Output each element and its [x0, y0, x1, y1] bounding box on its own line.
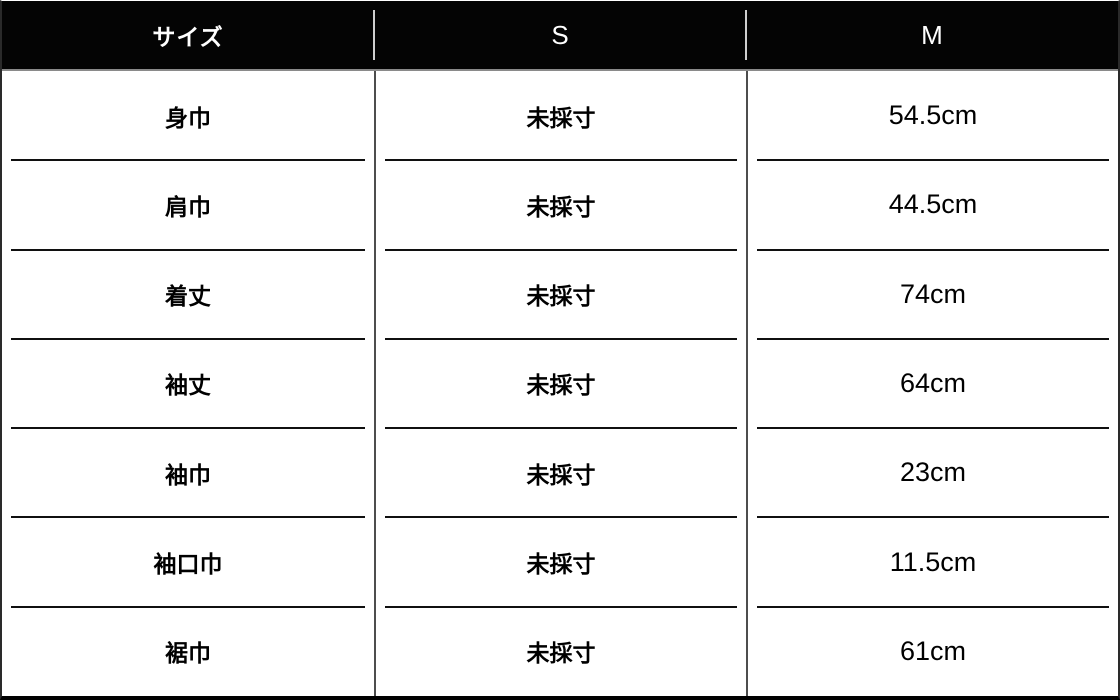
table-row: 着丈 未採寸 74cm — [2, 249, 1118, 341]
m-value-cell: 23cm — [746, 428, 1118, 519]
m-value-cell: 44.5cm — [746, 160, 1118, 251]
m-value-cell: 11.5cm — [746, 517, 1118, 608]
row-label-cell: 袖丈 — [2, 339, 374, 430]
row-label-cell: 袖口巾 — [2, 517, 374, 608]
s-value-cell: 未採寸 — [374, 249, 746, 341]
s-value-cell: 未採寸 — [374, 338, 746, 430]
table-row: 身巾 未採寸 54.5cm — [2, 71, 1118, 162]
header-cell-m: M — [745, 1, 1118, 69]
m-value-cell: 74cm — [746, 249, 1118, 341]
m-value-cell: 61cm — [746, 606, 1118, 696]
table-row: 袖口巾 未採寸 11.5cm — [2, 517, 1118, 608]
row-label-cell: 裾巾 — [165, 640, 211, 667]
header-cell-size: サイズ — [152, 24, 224, 50]
s-value-cell: 未採寸 — [374, 160, 746, 251]
row-label-cell: 身巾 — [2, 71, 374, 162]
table-row: 裾巾 未採寸 61cm — [2, 606, 1118, 696]
row-label-cell: 肩巾 — [2, 160, 374, 251]
size-table-header: サイズ S M — [2, 1, 1118, 71]
row-label-cell: 袖巾 — [2, 428, 374, 519]
m-value-cell: 64cm — [746, 338, 1118, 430]
m-value-cell: 54.5cm — [746, 71, 1118, 162]
s-value-cell: 未採寸 — [374, 71, 746, 162]
row-label-cell: 着丈 — [2, 250, 374, 341]
s-value-cell: 未採寸 — [374, 517, 746, 608]
s-value-cell: 未採寸 — [374, 606, 746, 696]
size-table-body: 身巾 未採寸 54.5cm 肩巾 未採寸 44.5cm 着丈 未採寸 74cm … — [2, 71, 1118, 696]
s-value-cell: 未採寸 — [374, 428, 746, 519]
table-row: 肩巾 未採寸 44.5cm — [2, 160, 1118, 251]
header-cell-s: S — [373, 1, 746, 69]
table-row: 袖巾 未採寸 23cm — [2, 428, 1118, 519]
table-row: 袖丈 未採寸 64cm — [2, 338, 1118, 430]
